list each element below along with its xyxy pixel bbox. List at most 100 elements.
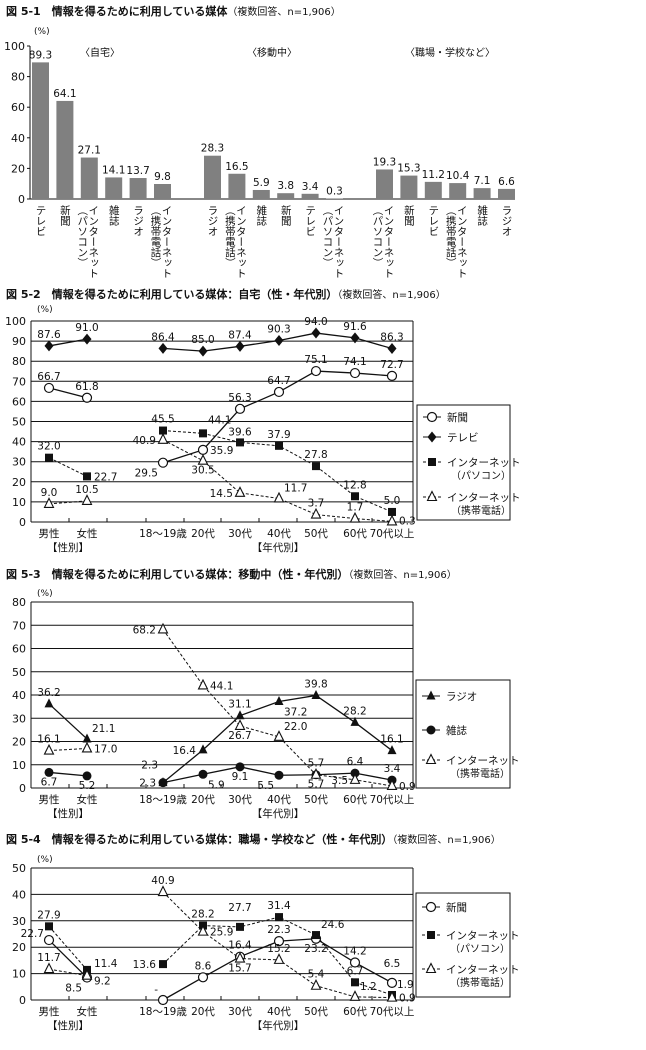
marker-square bbox=[159, 426, 167, 435]
marker-triangle-filled bbox=[350, 716, 360, 726]
marker-circle-filled bbox=[44, 767, 54, 777]
y-tick-label: 100 bbox=[4, 40, 25, 53]
marker-triangle-open bbox=[197, 924, 209, 936]
marker-square bbox=[45, 453, 53, 462]
category-label: テレビ bbox=[304, 205, 316, 237]
bar-value-label: 9.8 bbox=[154, 171, 171, 183]
data-label: 28.2 bbox=[191, 909, 214, 921]
bar-value-label: 28.3 bbox=[201, 143, 224, 155]
group-label-sex: 【性別】 bbox=[47, 807, 89, 820]
marker-circle-open bbox=[425, 901, 437, 913]
marker-triangle-open bbox=[310, 507, 322, 519]
data-label: 72.7 bbox=[380, 359, 403, 371]
data-label: 74.1 bbox=[343, 356, 366, 368]
marker-diamond bbox=[235, 340, 245, 352]
data-label: 5.5 bbox=[257, 780, 274, 792]
data-label: 1.7 bbox=[347, 502, 364, 514]
data-label: 15.7 bbox=[228, 963, 251, 975]
y-tick-label: 70 bbox=[12, 375, 26, 388]
data-label: 6.7 bbox=[347, 965, 364, 977]
data-label: 0.9 bbox=[399, 781, 416, 793]
data-label: 44.1 bbox=[210, 680, 233, 692]
data-label: 37.2 bbox=[284, 707, 307, 719]
marker-circle-filled bbox=[198, 769, 208, 779]
category-label: 50代 bbox=[304, 1006, 328, 1018]
legend-label: 新聞 bbox=[446, 901, 467, 914]
y-tick-label: 30 bbox=[12, 712, 26, 725]
data-label: 87.6 bbox=[37, 329, 61, 341]
marker-square bbox=[236, 438, 244, 447]
marker-triangle-open bbox=[197, 678, 209, 690]
data-label: 5.4 bbox=[308, 969, 325, 981]
data-label: 90.3 bbox=[267, 323, 290, 335]
title-note: （複数回答、n=1,906） bbox=[337, 290, 446, 301]
data-label: 44.1 bbox=[208, 414, 231, 426]
bar-value-label: 7.1 bbox=[474, 175, 491, 187]
category-label-sub: （パソコン） bbox=[322, 205, 334, 268]
data-label: 35.9 bbox=[210, 445, 233, 457]
marker-triangle-open bbox=[425, 753, 437, 765]
category-label: テレビ bbox=[427, 205, 439, 237]
title-note: （複数回答、n=1,906） bbox=[348, 570, 457, 581]
group-label-sex: 【性別】 bbox=[47, 1019, 89, 1032]
bar-value-label: 89.3 bbox=[29, 49, 52, 61]
marker-square bbox=[199, 429, 207, 438]
marker-diamond bbox=[158, 342, 168, 354]
y-tick-label: 0 bbox=[19, 994, 26, 1007]
marker-triangle-open bbox=[157, 622, 169, 634]
legend-label: 雑誌 bbox=[446, 724, 467, 737]
data-label: 2.3 bbox=[139, 778, 156, 790]
series-line bbox=[48, 747, 88, 752]
marker-diamond bbox=[311, 327, 321, 339]
y-tick-label: 20 bbox=[12, 736, 26, 749]
category-label: 60代 bbox=[343, 528, 367, 540]
marker-circle-filled bbox=[350, 768, 360, 778]
y-unit-label: (%) bbox=[34, 27, 50, 37]
y-tick-label: 30 bbox=[12, 456, 26, 469]
series-line bbox=[48, 457, 88, 477]
marker-circle-open bbox=[197, 444, 209, 455]
category-label: 雑誌 bbox=[255, 204, 267, 227]
category-label: 40代 bbox=[267, 794, 291, 806]
marker-square bbox=[351, 492, 359, 501]
data-label: 8.6 bbox=[195, 960, 212, 972]
title-text: 図 5-3 情報を得るために利用している媒体：移動中（性・年代別） bbox=[6, 568, 349, 581]
data-label: 3.5 bbox=[331, 775, 348, 787]
legend-label: インターネット bbox=[447, 492, 521, 504]
marker-triangle-open bbox=[386, 514, 398, 526]
marker-square bbox=[427, 931, 435, 939]
marker-triangle-filled bbox=[426, 690, 436, 700]
title-text: 図 5-1 情報を得るために利用している媒体 bbox=[6, 5, 228, 18]
bar bbox=[228, 173, 246, 199]
marker-circle-filled bbox=[274, 770, 284, 780]
marker-triangle-open bbox=[43, 497, 55, 508]
marker-triangle-open bbox=[81, 968, 93, 980]
marker-diamond bbox=[427, 431, 437, 443]
bar-value-label: 14.1 bbox=[102, 164, 125, 176]
category-label-sub: （携帯電話） bbox=[445, 205, 457, 268]
marker-circle-open bbox=[273, 936, 285, 947]
data-label: 0.3 bbox=[399, 516, 416, 528]
data-label: 85.0 bbox=[191, 334, 214, 346]
bar bbox=[400, 175, 418, 199]
data-label: 9.1 bbox=[232, 771, 249, 783]
data-label: 6.7 bbox=[41, 776, 58, 788]
y-tick-label: 100 bbox=[5, 315, 26, 328]
data-label: 40.9 bbox=[133, 435, 156, 447]
marker-triangle-open bbox=[273, 491, 285, 503]
legend-label: ラジオ bbox=[446, 691, 477, 703]
marker-triangle-filled bbox=[274, 696, 284, 706]
category-label: 男性 bbox=[39, 793, 60, 806]
marker-circle-open bbox=[349, 957, 361, 968]
marker-circle-open bbox=[426, 411, 438, 423]
category-label: 20代 bbox=[191, 1006, 215, 1018]
y-tick-label: 20 bbox=[12, 476, 26, 489]
series-line bbox=[48, 500, 88, 505]
series-line bbox=[48, 338, 88, 347]
line-chart-3: (%) 0 10 20 30 40 50 男性 女性 18〜19歳 20代 30代 40代 50代 60代 7… bbox=[12, 855, 520, 1032]
marker-circle-open bbox=[349, 367, 361, 379]
category-label: 60代 bbox=[343, 1006, 367, 1018]
bar-value-label: 11.2 bbox=[422, 169, 445, 181]
y-tick-label: 20 bbox=[12, 941, 26, 954]
marker-circle-filled bbox=[82, 771, 92, 781]
